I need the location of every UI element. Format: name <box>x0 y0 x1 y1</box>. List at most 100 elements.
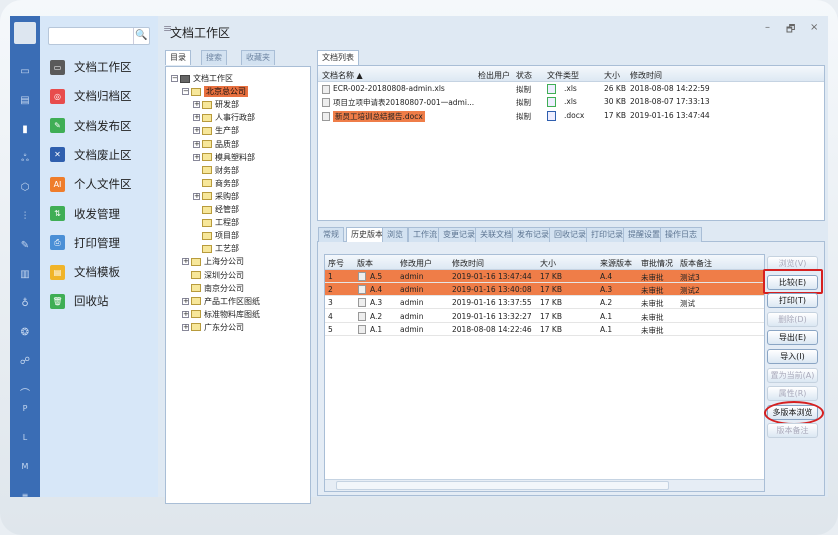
history-row[interactable] <box>325 310 764 323</box>
tab-detail-4[interactable]: 变更记录 <box>438 227 480 242</box>
expand-icon[interactable]: + <box>193 126 200 135</box>
doc-name[interactable]: 新员工培训总结报告.docx <box>333 110 425 122</box>
document-icon[interactable]: ▮ <box>22 124 28 135</box>
tab-detail-2[interactable]: 浏览 <box>382 227 408 242</box>
action-button-1[interactable]: 比较(E) <box>767 274 818 290</box>
tab-detail-10[interactable]: 操作日志 <box>660 227 702 242</box>
doc-name[interactable]: ECR-002-20180808-admin.xls <box>333 84 445 93</box>
action-button-4[interactable]: 导出(E) <box>767 330 818 346</box>
tree-node[interactable]: + 标准物料库图纸 <box>182 308 260 321</box>
tab-detail-3[interactable]: 工作流 <box>408 227 442 242</box>
menu-item-8[interactable]: 🗑 回收站 <box>50 291 109 311</box>
menu-item-0[interactable]: ▭ 文档工作区 <box>50 57 132 77</box>
tree-node[interactable]: 商务部 <box>193 177 239 190</box>
action-button-2[interactable]: 打印(T) <box>767 293 818 309</box>
tab-directory[interactable]: 目录 <box>165 50 191 65</box>
column-header[interactable]: 大小 <box>604 71 620 80</box>
expand-icon[interactable]: + <box>182 322 189 331</box>
column-header[interactable]: 状态 <box>516 71 532 80</box>
expand-icon[interactable]: + <box>193 191 200 200</box>
arc-icon[interactable]: ⌒ <box>20 389 30 400</box>
horizontal-scrollbar[interactable] <box>325 479 764 491</box>
avatar[interactable] <box>14 22 36 44</box>
expand-icon[interactable]: + <box>182 309 189 318</box>
history-row[interactable] <box>325 323 764 336</box>
column-header[interactable]: 大小 <box>540 259 556 268</box>
menu-item-4[interactable]: AI 个人文件区 <box>50 174 132 194</box>
hamburger-icon[interactable]: ≡ <box>163 22 173 35</box>
box-icon[interactable]: ⬡ <box>20 182 30 193</box>
tree-node[interactable]: 南京分公司 <box>182 282 244 295</box>
tab-favorites[interactable]: 收藏夹 <box>241 50 275 65</box>
column-header[interactable]: 文件类型 <box>547 71 579 80</box>
history-row[interactable] <box>325 283 764 297</box>
rail-item-l[interactable]: L <box>22 433 28 442</box>
column-header[interactable]: 审批情况 <box>641 259 673 268</box>
tree-node[interactable]: + 广东分公司 <box>182 321 244 334</box>
tab-detail-0[interactable]: 常规 <box>318 227 344 242</box>
search-icon[interactable]: 🔍 <box>133 28 149 44</box>
menu-item-6[interactable]: ⎙ 打印管理 <box>50 233 120 253</box>
tree-node[interactable]: 工程部 <box>193 216 239 229</box>
share-icon[interactable]: ❂ <box>20 327 30 338</box>
rail-item-≡[interactable]: ≡ <box>21 491 29 500</box>
column-header[interactable]: 序号 <box>328 259 344 268</box>
scrollbar-thumb[interactable] <box>336 481 669 490</box>
tab-detail-5[interactable]: 关联文档 <box>475 227 517 242</box>
collapse-icon[interactable]: − <box>171 74 178 82</box>
tree-node[interactable]: + 产品工作区图纸 <box>182 295 260 308</box>
tree-node[interactable]: + 生产部 <box>193 124 239 137</box>
restore-button[interactable]: 🗗 <box>786 24 796 35</box>
tree-node[interactable]: − 文档工作区 <box>171 72 233 85</box>
column-header[interactable]: 版本备注 <box>680 259 712 268</box>
tab-detail-8[interactable]: 打印记录 <box>586 227 628 242</box>
tree-node[interactable]: + 品质部 <box>193 138 239 151</box>
tab-detail-6[interactable]: 发布记录 <box>512 227 554 242</box>
tree-node[interactable]: + 人事行政部 <box>193 111 255 124</box>
rail-item-p[interactable]: P <box>22 404 28 413</box>
minimize-button[interactable]: – <box>765 22 770 33</box>
tree-node[interactable]: + 采购部 <box>193 190 239 203</box>
expand-icon[interactable]: + <box>193 152 200 161</box>
monitor-icon[interactable]: ▭ <box>20 66 30 77</box>
expand-icon[interactable]: + <box>182 257 189 266</box>
dashboard-icon[interactable]: ▤ <box>20 95 30 106</box>
search-input[interactable] <box>49 28 133 44</box>
close-button[interactable]: × <box>810 22 819 33</box>
tab-doclist[interactable]: 文档列表 <box>317 50 359 65</box>
expand-icon[interactable]: + <box>193 113 200 122</box>
workflow-icon[interactable]: ஃ <box>21 153 29 164</box>
bag-icon[interactable]: ♁ <box>21 298 29 309</box>
users-icon[interactable]: ☍ <box>19 356 31 367</box>
history-row[interactable] <box>325 270 764 283</box>
menu-item-5[interactable]: ⇅ 收发管理 <box>50 204 120 224</box>
column-header[interactable]: 修改时间 <box>630 71 662 80</box>
menu-item-7[interactable]: ▤ 文档模板 <box>50 262 120 282</box>
column-header[interactable]: 文档名称 ▲ <box>322 71 363 80</box>
expand-icon[interactable]: + <box>193 139 200 148</box>
books-icon[interactable]: ▥ <box>20 269 30 280</box>
tab-detail-7[interactable]: 回收记录 <box>549 227 591 242</box>
tree-node[interactable]: 项目部 <box>193 229 239 242</box>
action-button-5[interactable]: 导入(I) <box>767 349 818 364</box>
tab-detail-9[interactable]: 提醒设置 <box>623 227 665 242</box>
tree-node[interactable]: 经管部 <box>193 203 239 216</box>
menu-item-3[interactable]: ✕ 文档废止区 <box>50 145 132 165</box>
collapse-icon[interactable]: − <box>182 87 189 96</box>
tree-node[interactable]: + 上海分公司 <box>182 255 244 268</box>
expand-icon[interactable]: + <box>193 100 200 109</box>
tree-node[interactable]: 财务部 <box>193 164 239 177</box>
menu-item-1[interactable]: ◎ 文档归档区 <box>50 86 132 106</box>
rail-item-m[interactable]: M <box>21 462 29 471</box>
expand-icon[interactable]: + <box>182 296 189 305</box>
doc-name[interactable]: 项目立项申请表20180807-001一admi... <box>333 98 475 108</box>
tree-node[interactable]: 深圳分公司 <box>182 269 244 282</box>
tree-node[interactable]: − 北京总公司 <box>182 85 248 98</box>
history-row[interactable] <box>325 296 764 310</box>
menu-item-2[interactable]: ✎ 文档发布区 <box>50 116 132 136</box>
column-header[interactable]: 检出用户 <box>478 71 510 80</box>
settings-sliders-icon[interactable]: ⫶ <box>23 211 27 222</box>
column-header[interactable]: 修改时间 <box>452 259 484 268</box>
column-header[interactable]: 版本 <box>357 259 373 268</box>
tree-node[interactable]: + 研发部 <box>193 98 239 111</box>
